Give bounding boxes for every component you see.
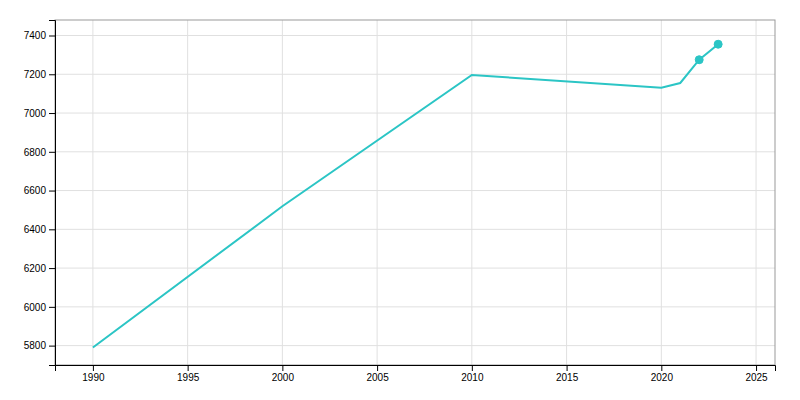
grid-line bbox=[661, 20, 662, 365]
tick-mark bbox=[49, 36, 55, 37]
tick: 2010 bbox=[461, 365, 484, 383]
grid-line bbox=[55, 345, 775, 346]
grid-line bbox=[566, 20, 567, 365]
grid-line bbox=[756, 20, 757, 365]
tick: 5800 bbox=[24, 340, 55, 351]
tick-mark bbox=[282, 365, 283, 371]
grid-line bbox=[55, 306, 775, 307]
tick-label: 2025 bbox=[745, 372, 768, 383]
tick: 7400 bbox=[24, 30, 55, 41]
tick: 2020 bbox=[651, 365, 674, 383]
grid-line bbox=[92, 20, 93, 365]
tick-label: 7400 bbox=[24, 30, 47, 41]
axis-line bbox=[56, 366, 776, 372]
grid-line bbox=[187, 20, 188, 365]
tick-mark bbox=[49, 346, 55, 347]
tick-label: 6200 bbox=[24, 263, 47, 274]
tick-label: 6400 bbox=[24, 224, 47, 235]
grid-line bbox=[55, 190, 775, 191]
tick-label: 1990 bbox=[82, 372, 105, 383]
tick-mark bbox=[49, 229, 55, 230]
plot-area bbox=[93, 40, 722, 347]
point bbox=[714, 40, 722, 48]
tick-label: 2005 bbox=[366, 372, 389, 383]
x-axis: 1990 1995 2000 2005 2010 2015 2020 2025 bbox=[56, 365, 776, 383]
tick-mark bbox=[756, 365, 757, 371]
grid-line bbox=[55, 74, 775, 75]
tick: 2025 bbox=[745, 365, 768, 383]
y-axis: 5800 6000 6200 6400 6600 6800 7000 7200 7400 bbox=[24, 21, 56, 366]
tick-mark bbox=[49, 307, 55, 308]
axis-line bbox=[49, 21, 56, 366]
tick-mark bbox=[49, 268, 55, 269]
tick-label: 2010 bbox=[461, 372, 484, 383]
tick: 2000 bbox=[272, 365, 295, 383]
tick-label: 2020 bbox=[651, 372, 674, 383]
tick: 6800 bbox=[24, 146, 55, 157]
tick: 6200 bbox=[24, 263, 55, 274]
tick-label: 2000 bbox=[272, 372, 295, 383]
tick-mark bbox=[93, 365, 94, 371]
tick-label: 7200 bbox=[24, 69, 47, 80]
grid-line bbox=[282, 20, 283, 365]
tick-mark bbox=[188, 365, 189, 371]
tick: 6000 bbox=[24, 302, 55, 313]
grid-line bbox=[55, 151, 775, 152]
grid-line bbox=[377, 20, 378, 365]
tick-mark bbox=[49, 74, 55, 75]
tick-mark bbox=[49, 191, 55, 192]
tick-label: 2015 bbox=[556, 372, 579, 383]
grid-line bbox=[471, 20, 472, 365]
tick-mark bbox=[49, 152, 55, 153]
grid-line bbox=[55, 35, 775, 36]
tick-mark bbox=[49, 113, 55, 114]
tick: 7200 bbox=[24, 69, 55, 80]
tick: 2005 bbox=[366, 365, 389, 383]
plot-frame bbox=[55, 20, 775, 365]
grid-line bbox=[55, 268, 775, 269]
tick-mark bbox=[472, 365, 473, 371]
tick: 1995 bbox=[177, 365, 200, 383]
tick: 7000 bbox=[24, 108, 55, 119]
tick-mark bbox=[377, 365, 378, 371]
tick-label: 1995 bbox=[177, 372, 200, 383]
tick-label: 5800 bbox=[24, 340, 47, 351]
tick-mark bbox=[661, 365, 662, 371]
tick-label: 6600 bbox=[24, 185, 47, 196]
tick-mark bbox=[567, 365, 568, 371]
tick: 6600 bbox=[24, 185, 55, 196]
point bbox=[695, 56, 703, 64]
tick: 6400 bbox=[24, 224, 55, 235]
chart: 1990 1995 2000 2005 2010 2015 2020 2025 5800 6000… bbox=[0, 0, 800, 400]
grid-line bbox=[55, 229, 775, 230]
grid bbox=[55, 20, 775, 365]
tick: 1990 bbox=[82, 365, 105, 383]
line bbox=[93, 44, 718, 347]
tick-label: 7000 bbox=[24, 108, 47, 119]
tick-label: 6000 bbox=[24, 302, 47, 313]
tick: 2015 bbox=[556, 365, 579, 383]
tick-label: 6800 bbox=[24, 146, 47, 157]
